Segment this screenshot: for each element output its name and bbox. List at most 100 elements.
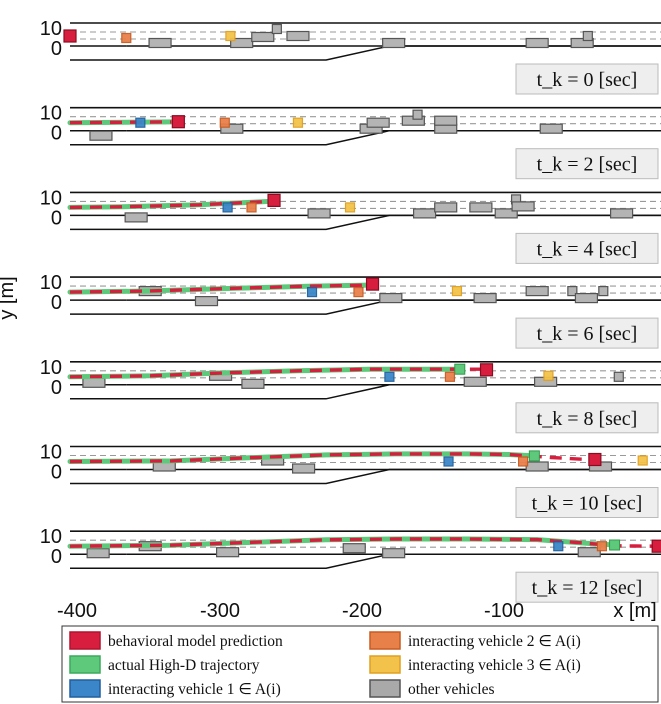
other-vehicle (342, 543, 366, 554)
other-vehicle (89, 130, 113, 141)
interacting-vehicle-3 (451, 286, 463, 297)
ego-vehicle (588, 452, 602, 467)
time-label-box (515, 63, 659, 95)
y-tick-label: 0 (51, 546, 62, 568)
y-tick-label: 10 (40, 526, 62, 548)
interacting-vehicle-3 (543, 370, 554, 381)
y-tick-label: 10 (40, 18, 62, 40)
other-vehicle (434, 115, 458, 126)
interacting-vehicle-1 (443, 456, 454, 467)
other-vehicle (379, 293, 403, 304)
legend-label-vehicle3: interacting vehicle 3 ∈ A(i) (408, 657, 581, 674)
legend: behavioral model prediction interacting v… (61, 625, 659, 703)
other-vehicle (494, 208, 518, 219)
other-vehicle (86, 548, 110, 559)
panel-t0: 100 t_k = 0 [sec] (40, 18, 661, 95)
interacting-vehicle-1 (384, 371, 395, 382)
other-vehicle (567, 286, 578, 297)
actual-endpoint-marker (609, 539, 621, 551)
panel-t12: 100 t_k = 12 [sec] (40, 526, 661, 603)
prediction-trajectory (69, 120, 172, 125)
y-axis-label: y [m] (0, 276, 18, 319)
time-label-box (515, 402, 659, 434)
y-tick-label: 0 (51, 207, 62, 229)
panel-t6: 100 t_k = 6 [sec] (40, 272, 661, 349)
road-ramp-boundary (70, 384, 661, 400)
legend-label-vehicle1: interacting vehicle 1 ∈ A(i) (108, 681, 281, 698)
time-label-box (515, 571, 659, 603)
ego-vehicle (479, 363, 494, 377)
interacting-vehicle-2 (219, 117, 230, 128)
other-vehicle (251, 31, 275, 43)
x-tick-label: -300 (200, 600, 240, 622)
legend-label-prediction: behavioral model prediction (108, 633, 283, 650)
interacting-vehicle-3 (344, 202, 356, 213)
ego-vehicle (63, 29, 77, 43)
other-vehicle (412, 109, 423, 120)
y-tick-label: 10 (40, 442, 62, 464)
interacting-vehicle-2 (444, 371, 456, 382)
prediction-trajectory (69, 283, 369, 294)
legend-swatch-actual (69, 655, 101, 674)
legend-swatch-prediction (69, 631, 101, 650)
other-vehicle (539, 123, 563, 134)
other-vehicle (220, 123, 244, 134)
other-vehicle (382, 548, 406, 559)
other-vehicle (473, 293, 497, 304)
road-ramp-boundary (70, 468, 661, 485)
other-vehicle (525, 461, 549, 472)
x-tick-label: -100 (484, 600, 524, 622)
other-vehicle (574, 293, 599, 304)
interacting-vehicle-2 (596, 541, 608, 552)
road-ramp-boundary (70, 45, 661, 61)
ego-vehicle (365, 277, 380, 291)
other-vehicle (382, 37, 406, 49)
actual-endpoint-marker (528, 450, 540, 462)
interacting-vehicle-3 (292, 117, 304, 128)
prediction-trajectory (69, 199, 270, 210)
panel-t2: 100 t_k = 2 [sec] (40, 103, 661, 180)
time-label: t_k = 4 [sec] (537, 238, 638, 260)
y-tick-label: 0 (51, 123, 62, 145)
other-vehicle (613, 371, 624, 382)
interacting-vehicle-2 (353, 287, 364, 298)
interacting-vehicle-2 (246, 202, 257, 213)
time-label: t_k = 12 [sec] (532, 577, 643, 599)
interacting-vehicle-1 (222, 202, 233, 213)
road-ramp-boundary (70, 553, 661, 569)
other-vehicle (570, 37, 594, 49)
time-label-box (515, 317, 659, 349)
legend-swatch-vehicle3 (369, 655, 401, 674)
other-vehicle (216, 547, 240, 558)
y-tick-label: 0 (51, 292, 62, 314)
y-tick-label: 0 (51, 462, 62, 484)
y-tick-label: 10 (40, 272, 62, 294)
actual-endpoint-marker (454, 363, 466, 375)
other-vehicle (609, 208, 634, 219)
other-vehicle (598, 286, 609, 297)
time-label: t_k = 8 [sec] (537, 408, 638, 430)
legend-swatch-vehicle1 (69, 679, 101, 698)
road-ramp-boundary (70, 214, 661, 231)
legend-swatch-vehicle2 (369, 631, 401, 650)
other-vehicle (271, 23, 282, 35)
legend-label-other: other vehicles (408, 681, 495, 698)
interacting-vehicle-3 (225, 30, 236, 42)
time-label-box (515, 232, 659, 264)
panel-t4: 100 t_k = 4 [sec] (40, 187, 661, 264)
other-vehicle (82, 377, 106, 388)
other-vehicle (230, 37, 254, 49)
road-ramp-boundary (70, 129, 661, 146)
ego-vehicle (651, 539, 661, 553)
other-vehicle (525, 37, 549, 49)
other-vehicle (286, 30, 310, 42)
legend-swatch-other (369, 679, 401, 698)
interacting-vehicle-1 (553, 541, 564, 552)
other-vehicle (463, 376, 487, 387)
other-vehicle (124, 212, 148, 223)
road-ramp-boundary (70, 299, 661, 315)
other-vehicle (582, 30, 593, 42)
ego-vehicle (171, 115, 185, 129)
interacting-vehicle-1 (135, 117, 146, 128)
